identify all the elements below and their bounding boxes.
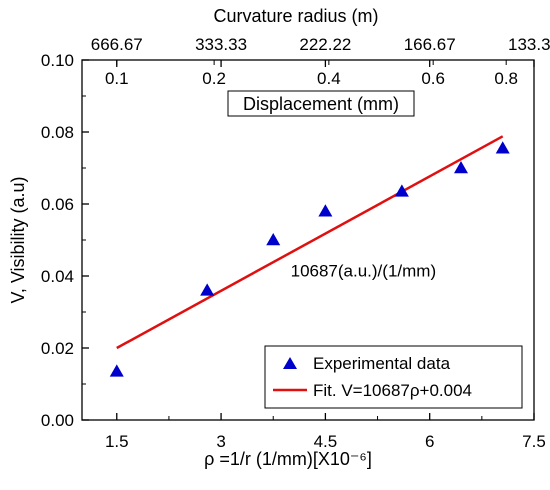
axes-layer [81,59,535,421]
x-tick-label: 6 [425,432,434,451]
inner-axis-tick-label: 0.2 [202,69,226,88]
x-tick-label: 3 [216,432,225,451]
y-tick-label: 0.00 [41,411,74,430]
data-point-triangle [453,161,468,174]
data-point-triangle [318,204,333,217]
data-point-triangle [200,283,215,296]
inner-axis-title-box [227,90,415,117]
top-axis-tick-label: 333.33 [195,35,247,54]
y-tick-label: 0.08 [41,123,74,142]
y-tick-label: 0.04 [41,267,74,286]
x-tick-label: 4.5 [314,432,338,451]
x-axis-title: ρ =1/r (1/mm)[X10⁻⁶] [204,449,372,469]
data-point-triangle [109,364,124,377]
text-layer: 1.5 3 4.5 6 7.5 0.00 0.02 0.04 0.06 0.08 0.10 666.6… [8,6,550,469]
top-axis-tick-label: 222.22 [299,35,351,54]
data-layer [109,135,510,392]
inner-axis-tick-label: 0.8 [494,69,518,88]
inner-axis-tick-label: 0.4 [317,69,341,88]
top-axis-tick-label: 133.33 [508,35,550,54]
y-axis-title: V, Visibility (a.u) [8,176,28,303]
inner-axis-tick-label: 0.6 [421,69,445,88]
x-tick-label: 7.5 [522,432,546,451]
fit-line [116,135,504,350]
legend-label-experimental: Experimental data [313,354,451,373]
top-axis-title: Curvature radius (m) [213,6,378,26]
data-point-triangle [495,141,510,154]
legend-box [264,345,523,409]
y-tick-label: 0.10 [41,51,74,70]
data-point-triangle [266,233,281,246]
inner-axis-tick-label: 0.1 [105,69,129,88]
top-axis-tick-label: 166.67 [404,35,456,54]
inner-axis-title: Displacement (mm) [243,94,399,114]
y-tick-label: 0.06 [41,195,74,214]
data-point-triangle [394,184,409,197]
legend-marker-triangle [283,357,297,369]
fit-annotation: 10687(a.u.)/(1/mm) [291,262,437,281]
y-tick-label: 0.02 [41,339,74,358]
top-axis-tick-label: 666.67 [91,35,143,54]
x-tick-label: 1.5 [105,432,129,451]
legend-label-fit: Fit. V=10687ρ+0.004 [313,381,472,400]
